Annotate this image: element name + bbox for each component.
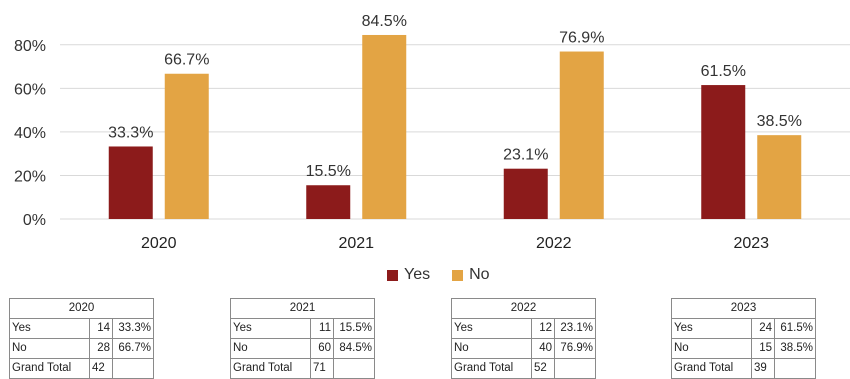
bar-chart: 0% 20% 40% 60% 80% 33.3% 66.7% 2020 15.5% 84.5% 20…	[14, 13, 850, 252]
data-label: 38.5%	[757, 113, 802, 130]
row-label: Yes	[9, 318, 90, 339]
table-row: Yes 12 23.1%	[451, 318, 596, 339]
total-label: Grand Total	[9, 358, 90, 379]
table-2022: 2022 Yes 12 23.1% No 40 76.9% Grand Tota…	[451, 298, 596, 379]
total-count: 71	[310, 358, 334, 379]
table-row: No 28 66.7%	[9, 338, 154, 359]
row-count: 40	[531, 338, 555, 359]
legend-item-no: No	[452, 266, 490, 284]
table-row: No 60 84.5%	[230, 338, 375, 359]
legend-swatch-no	[452, 269, 464, 281]
table-2020: 2020 Yes 14 33.3% No 28 66.7% Grand Tota…	[9, 298, 154, 379]
y-tick-label: 40%	[14, 125, 46, 142]
row-pct: 23.1%	[554, 318, 596, 339]
bar-yes-2022	[503, 168, 548, 219]
total-count: 39	[751, 358, 775, 379]
row-pct: 66.7%	[112, 338, 154, 359]
data-label: 84.5%	[362, 13, 407, 30]
row-label: No	[451, 338, 532, 359]
total-label: Grand Total	[230, 358, 311, 379]
table-row: Yes 11 15.5%	[230, 318, 375, 339]
row-count: 12	[531, 318, 555, 339]
y-tick-label: 0%	[23, 212, 46, 229]
row-label: No	[9, 338, 90, 359]
table-row-total: Grand Total 71	[230, 358, 375, 379]
total-count: 52	[531, 358, 555, 379]
row-pct: 38.5%	[774, 338, 816, 359]
y-tick-label: 60%	[14, 81, 46, 98]
row-pct: 15.5%	[333, 318, 375, 339]
row-count: 11	[310, 318, 334, 339]
row-pct: 84.5%	[333, 338, 375, 359]
legend-label-yes: Yes	[404, 266, 431, 283]
x-tick-label: 2023	[733, 235, 769, 252]
table-row-total: Grand Total 52	[451, 358, 596, 379]
table-title: 2022	[451, 298, 596, 319]
total-label: Grand Total	[451, 358, 532, 379]
row-label: Yes	[671, 318, 752, 339]
data-label: 61.5%	[701, 63, 746, 80]
data-label: 76.9%	[559, 30, 604, 47]
legend-label-no: No	[469, 266, 490, 283]
row-count: 60	[310, 338, 334, 359]
bar-yes-2023	[701, 85, 746, 219]
row-label: Yes	[230, 318, 311, 339]
bar-yes-2020	[108, 146, 153, 219]
legend-swatch-yes	[387, 269, 398, 281]
legend: Yes No	[387, 266, 490, 284]
bar-no-2021	[362, 34, 407, 219]
row-label: No	[230, 338, 311, 359]
bar-yes-2021	[306, 185, 351, 219]
table-2023: 2023 Yes 24 61.5% No 15 38.5% Grand Tota…	[671, 298, 816, 379]
y-tick-label: 20%	[14, 168, 46, 185]
table-title: 2021	[230, 298, 375, 319]
data-label: 15.5%	[306, 163, 351, 180]
row-pct: 33.3%	[112, 318, 154, 339]
y-tick-label: 80%	[14, 38, 46, 55]
bar-no-2022	[559, 51, 604, 220]
total-label: Grand Total	[671, 358, 752, 379]
row-label: No	[671, 338, 752, 359]
table-title: 2023	[671, 298, 816, 319]
total-count: 42	[89, 358, 113, 379]
data-label: 66.7%	[164, 52, 209, 69]
row-pct: 61.5%	[774, 318, 816, 339]
table-2021: 2021 Yes 11 15.5% No 60 84.5% Grand Tota…	[230, 298, 375, 379]
x-tick-label: 2022	[536, 235, 572, 252]
table-row: Yes 24 61.5%	[671, 318, 816, 339]
table-row: No 40 76.9%	[451, 338, 596, 359]
row-count: 28	[89, 338, 113, 359]
x-tick-label: 2020	[141, 235, 177, 252]
row-label: Yes	[451, 318, 532, 339]
bar-no-2023	[757, 135, 802, 219]
table-title: 2020	[9, 298, 154, 319]
legend-item-yes: Yes	[387, 266, 430, 284]
row-count: 14	[89, 318, 113, 339]
data-label: 33.3%	[108, 124, 153, 141]
table-row: No 15 38.5%	[671, 338, 816, 359]
table-row-total: Grand Total 39	[671, 358, 816, 379]
row-count: 15	[751, 338, 775, 359]
row-pct: 76.9%	[554, 338, 596, 359]
bar-no-2020	[164, 73, 209, 220]
table-row-total: Grand Total 42	[9, 358, 154, 379]
x-tick-label: 2021	[338, 235, 374, 252]
row-count: 24	[751, 318, 775, 339]
data-label: 23.1%	[503, 147, 548, 164]
table-row: Yes 14 33.3%	[9, 318, 154, 339]
